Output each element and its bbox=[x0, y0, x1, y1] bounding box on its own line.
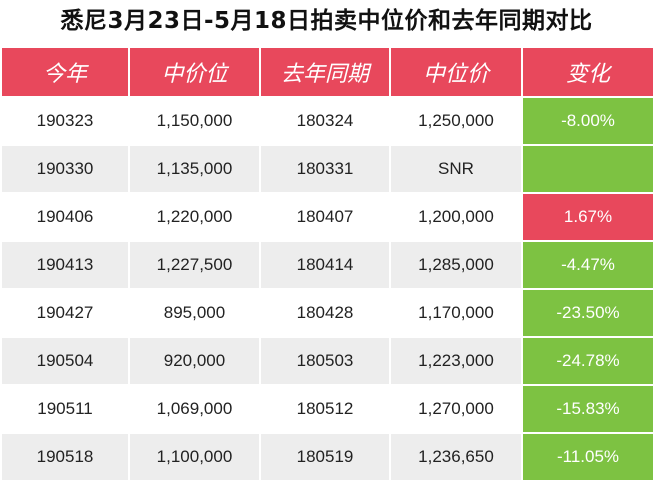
auction-comparison-table: 今年 中价位 去年同期 中位价 变化 190323 1,150,000 1803… bbox=[0, 48, 653, 480]
cell-last-year: 180324 bbox=[261, 96, 389, 144]
cell-last-year: 180414 bbox=[261, 240, 389, 288]
cell-this-year: 190504 bbox=[2, 336, 128, 384]
cell-last-median: 1,170,000 bbox=[391, 288, 521, 336]
cell-last-year: 180407 bbox=[261, 192, 389, 240]
cell-median: 1,100,000 bbox=[130, 432, 259, 480]
table-header-row: 今年 中价位 去年同期 中位价 变化 bbox=[2, 48, 653, 96]
cell-change: 1.67% bbox=[523, 192, 653, 240]
cell-last-year: 180331 bbox=[261, 144, 389, 192]
header-last-median: 中位价 bbox=[391, 48, 521, 96]
table-row: 190518 1,100,000 180519 1,236,650 -11.05… bbox=[2, 432, 653, 480]
table-row: 190323 1,150,000 180324 1,250,000 -8.00% bbox=[2, 96, 653, 144]
cell-last-median: 1,250,000 bbox=[391, 96, 521, 144]
header-change: 变化 bbox=[523, 48, 653, 96]
cell-this-year: 190427 bbox=[2, 288, 128, 336]
cell-change: -4.47% bbox=[523, 240, 653, 288]
cell-last-median: 1,223,000 bbox=[391, 336, 521, 384]
cell-last-year: 180519 bbox=[261, 432, 389, 480]
cell-this-year: 190413 bbox=[2, 240, 128, 288]
cell-this-year: 190511 bbox=[2, 384, 128, 432]
header-last-year: 去年同期 bbox=[261, 48, 389, 96]
cell-median: 1,069,000 bbox=[130, 384, 259, 432]
cell-this-year: 190406 bbox=[2, 192, 128, 240]
cell-this-year: 190330 bbox=[2, 144, 128, 192]
cell-change: -11.05% bbox=[523, 432, 653, 480]
cell-median: 920,000 bbox=[130, 336, 259, 384]
cell-change: -23.50% bbox=[523, 288, 653, 336]
cell-median: 895,000 bbox=[130, 288, 259, 336]
cell-last-median: 1,270,000 bbox=[391, 384, 521, 432]
table-row: 190330 1,135,000 180331 SNR bbox=[2, 144, 653, 192]
cell-change: -8.00% bbox=[523, 96, 653, 144]
cell-median: 1,220,000 bbox=[130, 192, 259, 240]
cell-median: 1,135,000 bbox=[130, 144, 259, 192]
cell-last-year: 180512 bbox=[261, 384, 389, 432]
table-row: 190406 1,220,000 180407 1,200,000 1.67% bbox=[2, 192, 653, 240]
cell-change: -15.83% bbox=[523, 384, 653, 432]
cell-change: -24.78% bbox=[523, 336, 653, 384]
cell-median: 1,150,000 bbox=[130, 96, 259, 144]
cell-last-median: 1,285,000 bbox=[391, 240, 521, 288]
page-title: 悉尼3月23日-5月18日拍卖中位价和去年同期对比 bbox=[60, 8, 593, 34]
table-row: 190413 1,227,500 180414 1,285,000 -4.47% bbox=[2, 240, 653, 288]
cell-this-year: 190518 bbox=[2, 432, 128, 480]
header-median: 中价位 bbox=[130, 48, 259, 96]
table-row: 190511 1,069,000 180512 1,270,000 -15.83… bbox=[2, 384, 653, 432]
cell-last-year: 180503 bbox=[261, 336, 389, 384]
cell-last-median: 1,200,000 bbox=[391, 192, 521, 240]
cell-last-median: SNR bbox=[391, 144, 521, 192]
header-this-year: 今年 bbox=[2, 48, 128, 96]
table-row: 190427 895,000 180428 1,170,000 -23.50% bbox=[2, 288, 653, 336]
cell-last-median: 1,236,650 bbox=[391, 432, 521, 480]
cell-this-year: 190323 bbox=[2, 96, 128, 144]
table-row: 190504 920,000 180503 1,223,000 -24.78% bbox=[2, 336, 653, 384]
cell-change bbox=[523, 144, 653, 192]
cell-median: 1,227,500 bbox=[130, 240, 259, 288]
cell-last-year: 180428 bbox=[261, 288, 389, 336]
